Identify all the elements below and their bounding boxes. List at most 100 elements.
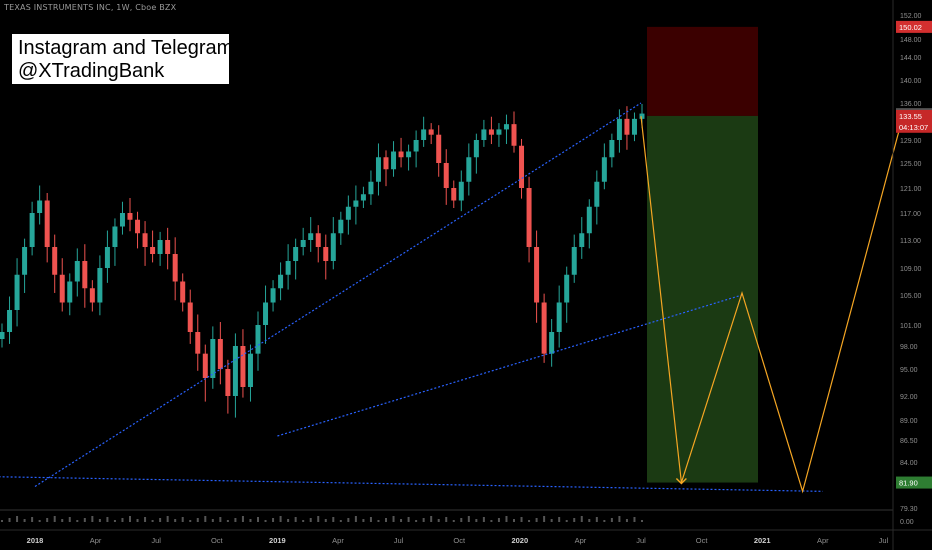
take-profit-zone[interactable] [647, 115, 758, 483]
candle-body[interactable] [496, 129, 502, 135]
candle-body[interactable] [195, 332, 201, 354]
candle-body[interactable] [586, 206, 592, 234]
candle-body[interactable] [624, 118, 630, 135]
candle-body[interactable] [609, 140, 615, 158]
candle-body[interactable] [451, 188, 457, 201]
candle-body[interactable] [14, 274, 20, 310]
candle-body[interactable] [631, 118, 637, 135]
candle-body[interactable] [278, 274, 284, 289]
candle-body[interactable] [300, 240, 306, 247]
candle-body[interactable] [436, 134, 442, 163]
price-tick-label: 89.00 [900, 418, 918, 425]
candle-body[interactable] [473, 140, 479, 158]
candle-body[interactable] [202, 353, 208, 378]
candle-body[interactable] [353, 200, 359, 207]
candle-body[interactable] [315, 233, 321, 247]
volume-bar [241, 516, 244, 522]
candle-body[interactable] [616, 118, 622, 140]
candle-body[interactable] [391, 151, 397, 170]
candle-body[interactable] [82, 261, 88, 289]
candle-body[interactable] [443, 163, 449, 188]
candle-body[interactable] [37, 200, 43, 214]
candle-body[interactable] [594, 181, 600, 207]
volume-bar [543, 516, 546, 522]
candle-body[interactable] [639, 113, 645, 119]
candle-body[interactable] [232, 346, 238, 396]
candle-body[interactable] [413, 140, 419, 152]
candle-body[interactable] [52, 247, 58, 275]
candle-body[interactable] [270, 288, 276, 303]
candle-body[interactable] [247, 353, 253, 387]
candle-body[interactable] [0, 332, 5, 339]
trend-line-2[interactable] [277, 294, 743, 437]
candle-body[interactable] [44, 200, 50, 248]
candle-body[interactable] [210, 339, 216, 378]
candle-body[interactable] [481, 129, 487, 140]
candle-body[interactable] [556, 302, 562, 333]
candle-body[interactable] [217, 339, 223, 369]
volume-bar [151, 520, 154, 522]
candle-body[interactable] [330, 233, 336, 261]
candle-body[interactable] [601, 157, 607, 182]
candle-body[interactable] [97, 268, 103, 303]
candle-body[interactable] [323, 247, 329, 261]
candle-body[interactable] [308, 233, 314, 240]
candle-body[interactable] [7, 310, 13, 332]
candle-body[interactable] [375, 157, 381, 182]
candle-body[interactable] [104, 247, 110, 268]
candle-body[interactable] [285, 261, 291, 275]
candle-body[interactable] [172, 254, 178, 282]
candle-body[interactable] [187, 302, 193, 333]
candle-body[interactable] [22, 247, 28, 275]
candle-body[interactable] [119, 213, 125, 227]
candle-body[interactable] [466, 157, 472, 182]
candle-body[interactable] [150, 247, 156, 254]
candle-body[interactable] [180, 281, 186, 303]
candle-body[interactable] [406, 151, 412, 158]
candle-body[interactable] [368, 181, 374, 195]
candle-body[interactable] [112, 226, 118, 248]
candle-body[interactable] [534, 247, 540, 303]
candle-body[interactable] [127, 213, 133, 220]
price-badge-label: 133.55 [899, 112, 922, 121]
candle-body[interactable] [225, 369, 231, 396]
trend-line-1[interactable] [34, 102, 642, 487]
candle-body[interactable] [564, 274, 570, 303]
candle-body[interactable] [89, 288, 95, 303]
projection-path[interactable] [640, 113, 905, 494]
candle-body[interactable] [135, 219, 141, 234]
volume-bar [68, 517, 71, 522]
candle-body[interactable] [74, 261, 80, 282]
candle-body[interactable] [338, 219, 344, 234]
candle-body[interactable] [157, 240, 163, 254]
candle-body[interactable] [519, 145, 525, 188]
candle-body[interactable] [541, 302, 547, 354]
candle-body[interactable] [571, 247, 577, 275]
candle-body[interactable] [255, 325, 261, 354]
candle-body[interactable] [67, 281, 73, 303]
candle-body[interactable] [549, 332, 555, 354]
candle-body[interactable] [59, 274, 65, 303]
candle-body[interactable] [263, 302, 269, 326]
candle-body[interactable] [579, 233, 585, 247]
candle-body[interactable] [240, 346, 246, 387]
candle-body[interactable] [293, 247, 299, 261]
candle-body[interactable] [142, 233, 148, 247]
candle-body[interactable] [398, 151, 404, 158]
candle-body[interactable] [458, 181, 464, 201]
candle-body[interactable] [345, 206, 351, 220]
stop-loss-zone[interactable] [647, 26, 758, 116]
candle-body[interactable] [511, 124, 517, 146]
candle-body[interactable] [428, 129, 434, 135]
candle-body[interactable] [29, 213, 35, 247]
volume-bar [415, 520, 418, 522]
candle-body[interactable] [360, 194, 366, 201]
candle-body[interactable] [421, 129, 427, 140]
candle-body[interactable] [488, 129, 494, 135]
candle-body[interactable] [383, 157, 389, 170]
candle-body[interactable] [165, 240, 171, 254]
candle-body[interactable] [526, 188, 532, 247]
candle-body[interactable] [503, 124, 509, 130]
